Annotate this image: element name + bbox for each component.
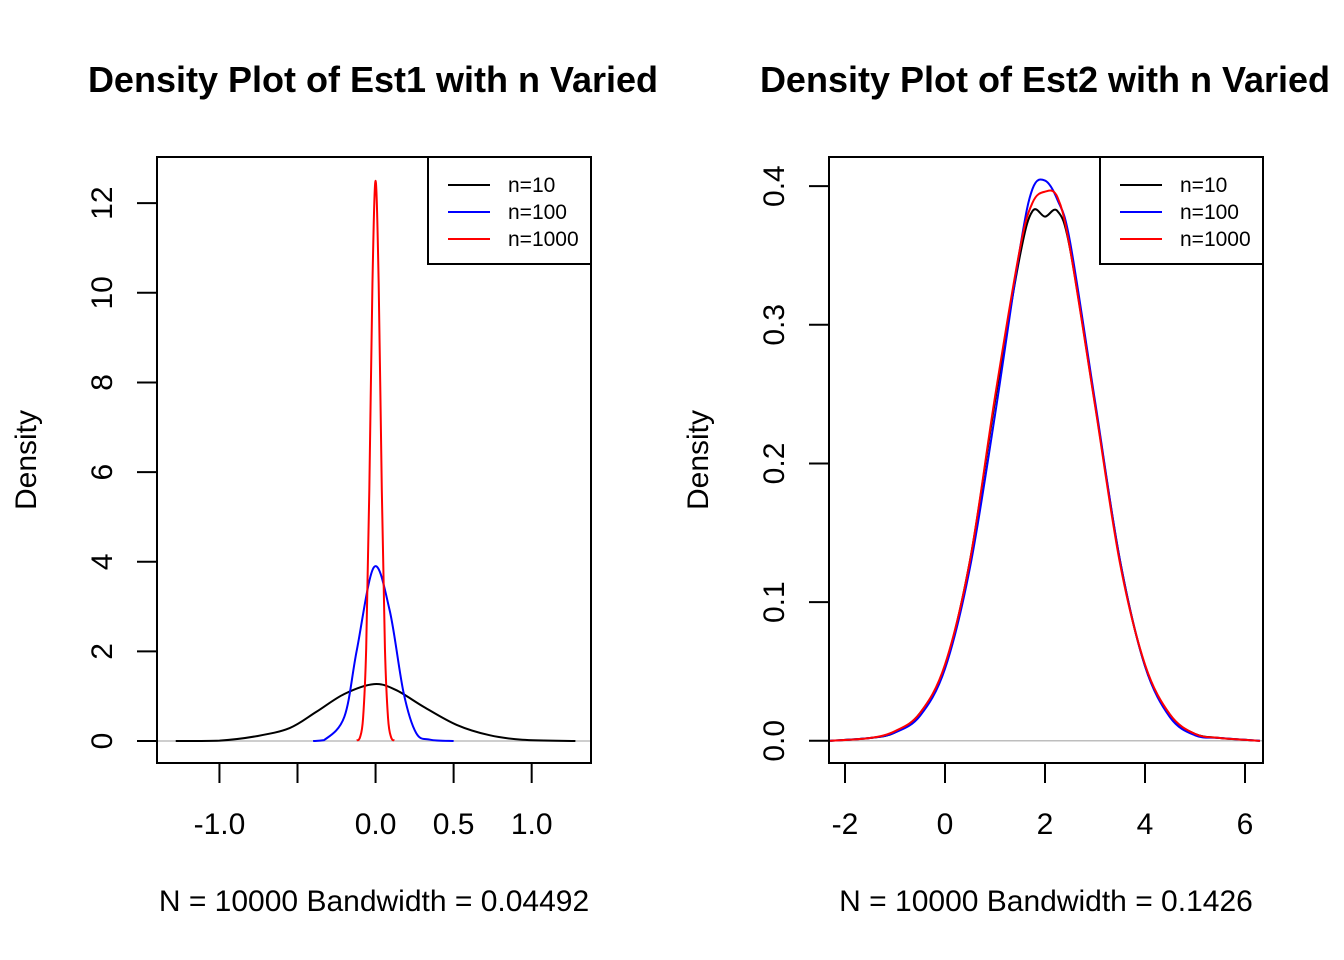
- chart-panel-1: Density Plot of Est1 with n Varied N = 10…: [10, 59, 658, 918]
- y-tick-label: 0.3: [758, 304, 791, 346]
- x-tick-label: -1.0: [194, 808, 246, 841]
- legend-label: n=10: [508, 174, 555, 197]
- legend-box: [427, 156, 592, 265]
- plot-frame: [828, 156, 1264, 764]
- y-axis-label: Density: [682, 410, 715, 510]
- plot-frame: [156, 156, 592, 764]
- chart-title: Density Plot of Est2 with n Varied: [760, 59, 1330, 100]
- legend: n=10 n=100 n=1000: [427, 156, 592, 265]
- x-axis-label: N = 10000 Bandwidth = 0.1426: [839, 885, 1253, 918]
- legend-label: n=100: [1180, 201, 1239, 224]
- density-line-n-100: [313, 565, 454, 743]
- x-tick-label: 4: [1137, 808, 1154, 841]
- y-tick-label: 10: [86, 276, 119, 309]
- legend-label: n=1000: [508, 228, 579, 251]
- x-tick-label: 0: [937, 808, 954, 841]
- x-tick-label: -2: [832, 808, 859, 841]
- y-tick-label: 0.2: [758, 443, 791, 485]
- y-tick-label: 0.1: [758, 581, 791, 623]
- chart-panel-2: Density Plot of Est2 with n Varied N = 10…: [682, 59, 1330, 918]
- y-tick-label: 6: [86, 464, 119, 481]
- x-tick-label: 1.0: [511, 808, 553, 841]
- y-tick-label: 2: [86, 643, 119, 660]
- legend-box: [1099, 156, 1264, 265]
- density-line-n-100: [829, 178, 1261, 742]
- legend: n=10 n=100 n=1000: [1099, 156, 1264, 265]
- y-tick-label: 0: [86, 733, 119, 750]
- legend-label: n=10: [1180, 174, 1227, 197]
- x-tick-label: 0.5: [433, 808, 475, 841]
- y-tick-label: 8: [86, 374, 119, 391]
- y-tick-label: 0.4: [758, 165, 791, 207]
- density-line-n-1000: [829, 189, 1261, 742]
- y-tick-label: 4: [86, 553, 119, 570]
- y-tick-label: 12: [86, 186, 119, 219]
- x-axis-label: N = 10000 Bandwidth = 0.04492: [159, 885, 589, 918]
- x-tick-label: 6: [1237, 808, 1254, 841]
- y-tick-label: 0.0: [758, 720, 791, 762]
- x-tick-label: 2: [1037, 808, 1054, 841]
- chart-title: Density Plot of Est1 with n Varied: [88, 59, 658, 100]
- legend-label: n=1000: [1180, 228, 1251, 251]
- density-line-n-10: [829, 208, 1261, 742]
- legend-label: n=100: [508, 201, 567, 224]
- x-tick-label: 0.0: [355, 808, 397, 841]
- density-line-n-1000: [356, 179, 396, 742]
- y-axis-label: Density: [10, 410, 43, 510]
- density-line-n-10: [175, 683, 576, 743]
